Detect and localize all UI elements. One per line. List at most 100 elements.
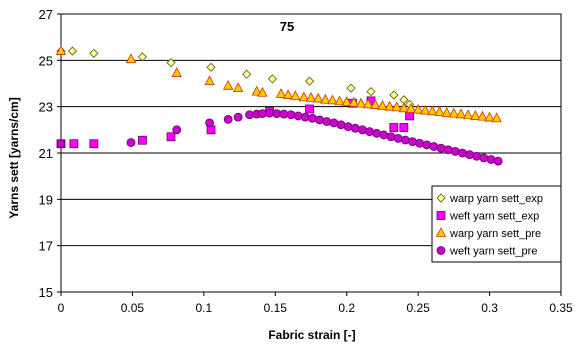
circle-data-point (126, 138, 136, 147)
circle-data-point (300, 112, 310, 122)
chart-title: 75 (280, 19, 294, 34)
circle-data-point (429, 142, 439, 151)
triangle-data-point (171, 67, 182, 77)
y-tick-label: 17 (39, 239, 53, 254)
x-tick-label: 0.3 (481, 301, 498, 315)
triangle-data-point (384, 100, 395, 111)
triangle-data-point (412, 103, 424, 114)
triangle-data-point (257, 86, 268, 97)
legend-label: warp yarn sett_pre (449, 228, 541, 240)
y-axis-label: Yarns sett [yarns/cm] (7, 97, 21, 218)
legend-marker-square (436, 211, 446, 220)
circle-data-point (422, 140, 432, 150)
triangle-data-point (125, 53, 137, 64)
square-data-point (89, 139, 99, 149)
x-tick-label: 0.35 (549, 301, 573, 315)
diamond-data-point (166, 58, 176, 68)
square-data-point (166, 132, 176, 142)
diamond-data-point (389, 90, 399, 100)
triangle-data-point (420, 104, 431, 115)
circle-data-point (386, 132, 396, 142)
triangle-data-point (405, 103, 417, 113)
triangle-data-point (348, 96, 360, 107)
circle-data-point (329, 118, 339, 128)
triangle-data-point (305, 92, 317, 102)
triangle-data-point (477, 110, 488, 121)
circle-data-point (293, 111, 303, 121)
diamond-data-point (346, 83, 356, 93)
triangle-data-point (275, 88, 287, 98)
circle-data-point (479, 153, 489, 163)
legend-box (431, 185, 562, 263)
y-tick-label: 19 (39, 192, 53, 207)
diamond-data-point (242, 69, 252, 79)
triangle-data-point (362, 98, 374, 109)
series-3 (55, 45, 502, 123)
triangle-data-point (427, 105, 438, 116)
legend-marker-triangle (435, 227, 447, 237)
triangle-data-point (327, 94, 338, 105)
circle-data-point (450, 146, 460, 156)
triangle-data-point (398, 102, 410, 113)
y-tick-label: 27 (39, 7, 53, 22)
legend-label: weft yarn sett_pre (449, 246, 537, 258)
triangle-data-point (391, 101, 402, 112)
series-1 (56, 46, 415, 109)
circle-data-point (493, 156, 503, 166)
circle-data-point (393, 134, 403, 143)
circle-data-point (486, 155, 496, 164)
triangle-data-point (282, 89, 294, 99)
y-tick-label: 21 (39, 146, 53, 161)
triangle-data-point (370, 99, 381, 109)
diamond-data-point (267, 74, 277, 84)
triangle-data-point (441, 107, 452, 117)
circle-data-point (343, 122, 353, 131)
series-layer (55, 45, 503, 166)
x-axis-label: Fabric strain [-] (268, 328, 355, 342)
circle-data-point (56, 139, 66, 149)
triangle-data-point (312, 92, 324, 103)
triangle-data-point (355, 97, 367, 108)
circle-data-point (458, 148, 467, 158)
triangle-data-point (320, 93, 331, 104)
x-tick-label: 0 (58, 301, 65, 315)
circle-data-point (350, 123, 360, 133)
legend-marker-circle (436, 246, 446, 255)
x-tick-label: 0.2 (338, 301, 355, 315)
triangle-data-point (434, 106, 445, 116)
square-data-point (405, 111, 414, 121)
legend-label: weft yarn sett_exp (449, 211, 539, 223)
triangle-data-point (290, 90, 301, 101)
diamond-data-point (206, 62, 216, 72)
triangle-data-point (55, 45, 67, 55)
legend-label: warp yarn sett_exp (449, 193, 543, 205)
triangle-data-point (491, 112, 502, 123)
circle-data-point (415, 138, 424, 148)
circle-data-point (233, 112, 243, 122)
y-tick-label: 23 (39, 100, 53, 115)
triangle-data-point (341, 96, 352, 106)
circle-data-point (205, 118, 214, 128)
circle-data-point (315, 115, 324, 125)
circle-data-point (365, 127, 374, 137)
axis-ticks: 15 17 19 21 23 25 27 0 0.05 0.1 0.15 0.2 0.25 0.3 0.35 (39, 7, 573, 315)
circle-data-point (223, 115, 233, 124)
triangle-data-point (377, 100, 388, 110)
triangle-data-point (470, 110, 481, 120)
triangle-data-point (298, 91, 310, 102)
triangle-data-point (462, 109, 474, 120)
square-data-point (69, 139, 79, 149)
triangle-data-point (484, 111, 495, 122)
circle-data-point (336, 120, 346, 130)
triangle-data-point (448, 107, 460, 118)
circle-data-point (400, 135, 410, 145)
circle-data-point (286, 110, 296, 120)
triangle-data-point (222, 79, 234, 90)
diamond-data-point (137, 52, 147, 62)
circle-data-point (379, 130, 389, 140)
square-data-point (305, 104, 314, 114)
triangle-data-point (334, 95, 345, 106)
